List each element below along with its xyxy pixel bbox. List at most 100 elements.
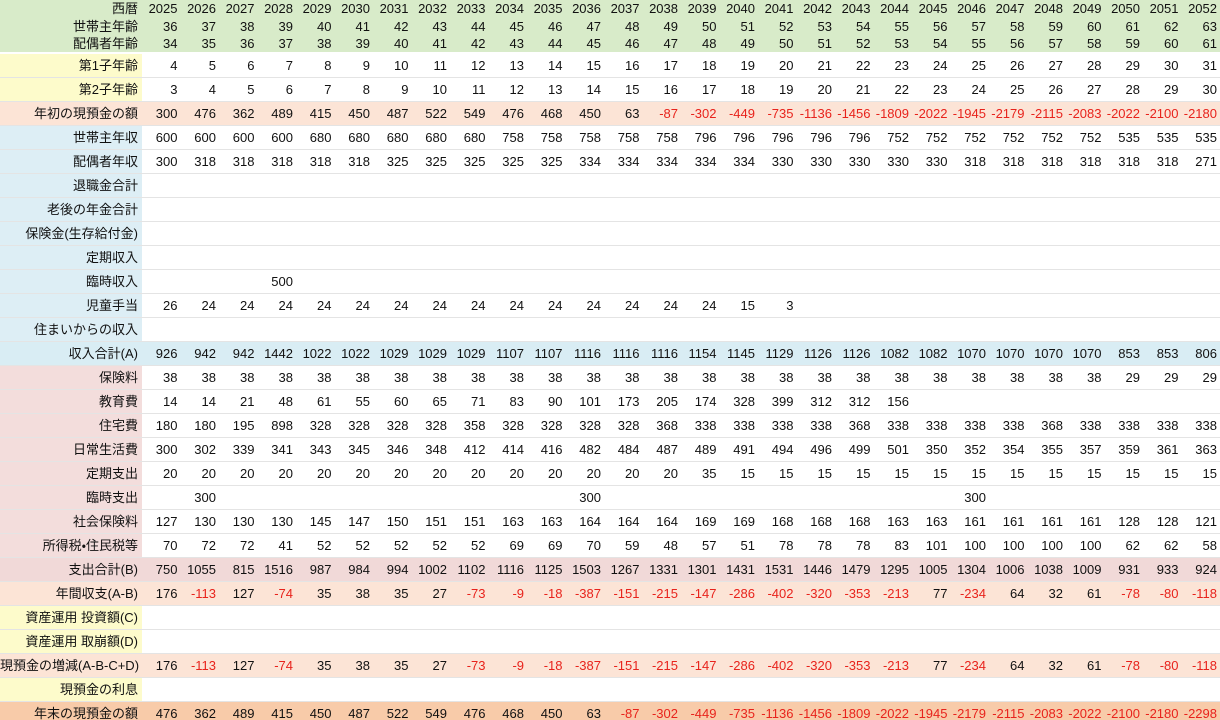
cell-value: 35 [681, 461, 720, 486]
cell-value: 38 [450, 365, 489, 390]
cell-value [989, 197, 1028, 222]
cell-value: 25 [950, 53, 989, 78]
cell-value [1066, 269, 1105, 294]
cell-value [411, 197, 450, 222]
cell-value [604, 221, 643, 246]
cell-value [527, 197, 566, 222]
cell-value [296, 173, 335, 198]
cell-value: 161 [1066, 509, 1105, 534]
cell-value: 484 [604, 437, 643, 462]
cell-value: 10 [411, 77, 450, 102]
cell-value [334, 245, 373, 270]
table-row: 年初の現預金の額 300 476 362 489 415 450 487 522 549 476 46… [0, 101, 1220, 126]
cell-value: 51 [719, 533, 758, 558]
cell-value: 176 [142, 581, 181, 606]
cell-value: 38 [835, 365, 874, 390]
cell-value [950, 173, 989, 198]
cell-value [142, 197, 181, 222]
cell-value: 468 [527, 101, 566, 126]
cell-value: -1809 [835, 701, 874, 720]
cell-value: -449 [681, 701, 720, 720]
cell-value: -80 [1143, 653, 1182, 678]
cell-value [1027, 389, 1066, 414]
cell-value [1143, 389, 1182, 414]
table-row: 住まいからの収入 [0, 317, 1220, 342]
cell-value [796, 197, 835, 222]
cell-value [334, 269, 373, 294]
cell-value: 53 [796, 17, 835, 35]
row-label: 社会保険料 [0, 509, 142, 534]
cell-value: 17 [681, 77, 720, 102]
year: 2040 [719, 0, 758, 17]
year: 2045 [912, 0, 951, 17]
cell-value [758, 221, 797, 246]
cell-value: 63 [604, 101, 643, 126]
cell-value: -234 [950, 653, 989, 678]
cell-value: 47 [565, 17, 604, 35]
cell-value: 6 [219, 53, 258, 78]
cell-value: 796 [796, 125, 835, 150]
cell-value: 46 [604, 35, 643, 54]
cell-value: 38 [912, 365, 951, 390]
cell-value: -18 [527, 581, 566, 606]
cell-value: 318 [296, 149, 335, 174]
cell-value [758, 269, 797, 294]
cell-value: -9 [488, 653, 527, 678]
row-label: 住宅費 [0, 413, 142, 438]
cell-value: 17 [642, 53, 681, 78]
cell-value [219, 485, 258, 510]
cell-value: 168 [796, 509, 835, 534]
cell-value [873, 269, 912, 294]
cell-value [604, 677, 643, 702]
cell-value: 24 [296, 293, 335, 318]
cell-value [142, 269, 181, 294]
cell-value: 41 [334, 17, 373, 35]
cell-value: 300 [142, 101, 181, 126]
cell-value: 23 [873, 53, 912, 78]
cell-value: 898 [257, 413, 296, 438]
cell-value: 362 [180, 701, 219, 720]
cell-value [873, 629, 912, 654]
cell-value [1066, 605, 1105, 630]
cell-value: 14 [527, 53, 566, 78]
cell-value: 24 [334, 293, 373, 318]
row-label: 老後の年金合計 [0, 197, 142, 222]
cell-value [257, 197, 296, 222]
cell-value: 499 [835, 437, 874, 462]
cell-value: -387 [565, 653, 604, 678]
cell-value: 752 [1066, 125, 1105, 150]
cell-value: 1331 [642, 557, 681, 582]
cell-value: 27 [1027, 53, 1066, 78]
cell-value [719, 197, 758, 222]
cell-value [180, 677, 219, 702]
cell-value: 44 [527, 35, 566, 54]
cell-value [835, 317, 874, 342]
cell-value: 39 [334, 35, 373, 54]
cell-value: 29 [1143, 365, 1182, 390]
cell-value: 24 [180, 293, 219, 318]
row-label: 住まいからの収入 [0, 317, 142, 342]
cell-value [527, 629, 566, 654]
table-row: 収入合計(A) 926 942 942 1442 1022 1022 1029 1029 1029… [0, 341, 1220, 366]
cell-value: 758 [604, 125, 643, 150]
table-row: 臨時収入 500 [0, 269, 1220, 294]
cell-value: 300 [142, 149, 181, 174]
year: 2052 [1181, 0, 1220, 17]
cell-value [334, 173, 373, 198]
row-label: 年末の現預金の額 [0, 701, 142, 720]
cell-value [835, 173, 874, 198]
cell-value: 70 [142, 533, 181, 558]
cell-value: 1070 [950, 341, 989, 366]
cell-value: 55 [873, 17, 912, 35]
cell-value [873, 677, 912, 702]
cell-value: 53 [873, 35, 912, 54]
cell-value [604, 317, 643, 342]
cell-value [565, 677, 604, 702]
cell-value [488, 173, 527, 198]
cell-value: 38 [296, 35, 335, 54]
table-row: 児童手当 26 24 24 24 24 24 24 24 24 24 24 24 24 24 24 15 3 [0, 293, 1220, 318]
cell-value [488, 485, 527, 510]
row-label: 臨時支出 [0, 485, 142, 510]
cell-value: 49 [642, 17, 681, 35]
year: 2046 [950, 0, 989, 17]
